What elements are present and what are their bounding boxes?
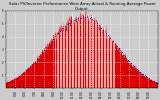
Point: [22, 85, 24, 87]
Point: [130, 62, 132, 64]
Point: [136, 68, 138, 70]
Point: [70, 20, 73, 22]
Point: [22, 72, 25, 73]
Point: [150, 79, 153, 80]
Point: [100, 27, 102, 28]
Point: [63, 25, 66, 26]
Point: [98, 24, 100, 26]
Point: [45, 81, 47, 82]
Point: [45, 47, 48, 48]
Point: [47, 43, 50, 45]
Point: [155, 81, 157, 83]
Point: [127, 60, 130, 62]
Point: [29, 66, 32, 67]
Point: [127, 59, 129, 61]
Title: Solar PV/Inverter Performance West Array Actual & Running Average Power Output: Solar PV/Inverter Performance West Array…: [8, 2, 155, 11]
Point: [104, 32, 107, 34]
Point: [102, 29, 105, 31]
Point: [56, 32, 59, 34]
Point: [148, 78, 150, 79]
Point: [2, 83, 4, 84]
Point: [111, 40, 114, 41]
Point: [152, 80, 155, 82]
Point: [88, 17, 91, 19]
Point: [13, 78, 16, 80]
Point: [125, 57, 128, 59]
Point: [133, 66, 135, 67]
Point: [6, 81, 9, 83]
Point: [50, 41, 52, 42]
Point: [59, 30, 61, 32]
Point: [123, 54, 125, 56]
Point: [61, 27, 64, 29]
Point: [139, 71, 141, 73]
Point: [79, 17, 82, 18]
Point: [142, 73, 144, 75]
Point: [141, 73, 144, 74]
Point: [4, 82, 7, 84]
Point: [77, 17, 80, 19]
Point: [54, 35, 57, 37]
Point: [31, 63, 34, 65]
Point: [27, 68, 29, 69]
Point: [52, 38, 54, 39]
Point: [82, 17, 84, 18]
Point: [86, 17, 89, 18]
Point: [143, 74, 146, 76]
Point: [116, 46, 118, 47]
Point: [14, 86, 17, 88]
Point: [109, 37, 112, 39]
Point: [8, 80, 11, 82]
Point: [159, 83, 160, 84]
Point: [130, 62, 132, 64]
Point: [93, 20, 96, 22]
Point: [91, 19, 93, 20]
Point: [38, 55, 41, 57]
Point: [139, 71, 141, 73]
Point: [18, 86, 21, 87]
Point: [0, 84, 2, 85]
Point: [118, 48, 121, 50]
Point: [18, 75, 20, 77]
Point: [75, 18, 77, 20]
Point: [41, 82, 43, 83]
Point: [40, 53, 43, 54]
Point: [37, 83, 40, 85]
Point: [120, 51, 123, 53]
Point: [120, 51, 123, 53]
Point: [136, 69, 139, 71]
Point: [145, 76, 147, 77]
Point: [148, 78, 150, 79]
Point: [124, 55, 126, 57]
Point: [66, 23, 68, 24]
Point: [72, 19, 75, 20]
Point: [43, 50, 45, 51]
Point: [107, 34, 109, 36]
Point: [33, 84, 36, 85]
Point: [15, 77, 18, 78]
Point: [146, 76, 148, 78]
Point: [26, 85, 28, 86]
Point: [36, 58, 38, 60]
Point: [29, 84, 32, 86]
Point: [84, 16, 86, 18]
Point: [34, 61, 36, 62]
Point: [95, 22, 98, 24]
Point: [117, 47, 120, 49]
Point: [134, 67, 137, 69]
Point: [132, 65, 134, 66]
Point: [11, 79, 13, 81]
Point: [24, 70, 27, 72]
Point: [114, 43, 116, 44]
Point: [20, 74, 23, 75]
Point: [68, 22, 70, 23]
Point: [157, 82, 160, 84]
